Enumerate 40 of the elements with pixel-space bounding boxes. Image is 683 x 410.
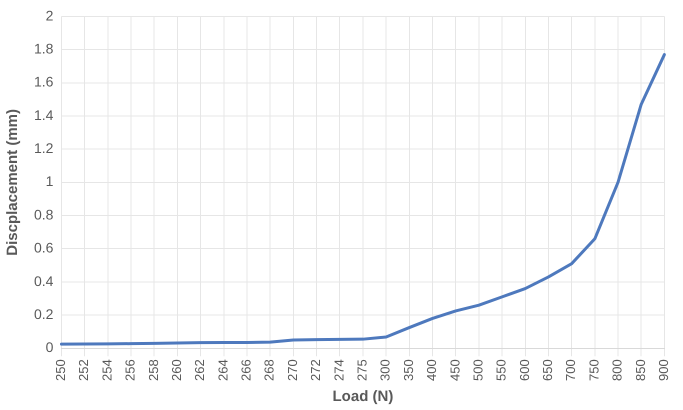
x-tick-label: 272 <box>308 359 324 382</box>
x-tick-label: 650 <box>540 359 556 382</box>
x-axis-title: Load (N) <box>332 388 394 406</box>
y-tick-label: 0.2 <box>34 306 54 322</box>
x-tick-label: 266 <box>238 359 254 382</box>
x-tick-label: 450 <box>447 359 462 382</box>
x-tick-label: 850 <box>632 359 648 382</box>
x-tick-label: 252 <box>76 359 92 382</box>
y-tick-label: 1.4 <box>34 106 54 123</box>
x-tick-label: 600 <box>516 359 532 382</box>
x-tick-label: 256 <box>122 359 138 382</box>
y-axis-title: Discplacement (mm) <box>4 108 22 256</box>
x-tick-label: 262 <box>192 359 208 382</box>
x-tick-label: 800 <box>610 359 625 382</box>
x-tick-label: 500 <box>470 359 486 382</box>
x-tick-label: 400 <box>424 359 440 382</box>
x-tick-label: 550 <box>494 359 509 382</box>
y-tick-label: 0.4 <box>34 272 54 289</box>
x-tick-label: 268 <box>262 359 277 382</box>
y-tick-label: 1.2 <box>34 140 54 156</box>
y-tick-label: 1 <box>46 173 54 190</box>
x-tick-label: 258 <box>146 359 161 382</box>
y-tick-label: 1.6 <box>34 74 54 90</box>
x-tick-label: 254 <box>99 359 114 382</box>
y-tick-label: 2 <box>46 7 54 24</box>
x-tick-label: 275 <box>354 359 370 382</box>
y-tick-label: 1.8 <box>34 40 54 56</box>
x-tick-label: 750 <box>586 359 602 382</box>
x-tick-label: 274 <box>331 359 346 382</box>
x-tick-label: 300 <box>378 359 393 382</box>
x-tick-label: 700 <box>563 359 578 382</box>
x-tick-label: 900 <box>656 359 671 382</box>
x-tick-label: 270 <box>284 359 300 382</box>
y-tick-label: 0.8 <box>34 206 54 222</box>
x-tick-label: 264 <box>215 359 230 382</box>
x-tick-label: 250 <box>53 359 68 382</box>
x-tick-label: 260 <box>168 359 184 382</box>
y-tick-label: 0.6 <box>34 240 54 256</box>
x-tick-label: 350 <box>400 359 416 382</box>
y-tick-label: 0 <box>46 339 54 356</box>
